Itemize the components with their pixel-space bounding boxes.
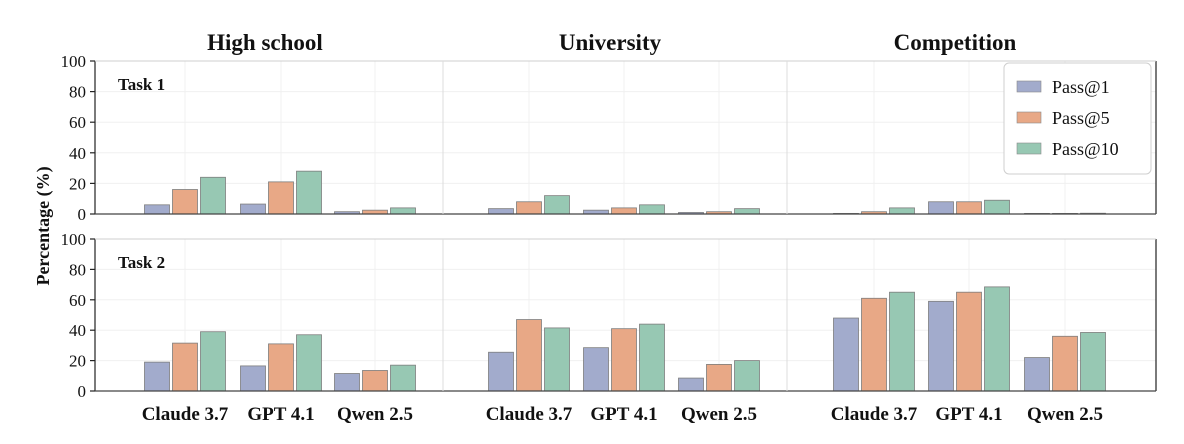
bar: [1080, 332, 1106, 392]
x-tick-label: Claude 3.7: [831, 404, 918, 425]
x-tick-label: GPT 4.1: [247, 404, 314, 425]
bar: [678, 377, 704, 392]
y-tick-label: 40: [69, 321, 86, 340]
task-label: Task 1: [118, 75, 165, 94]
task-label: Task 2: [118, 253, 165, 272]
bar: [734, 208, 760, 215]
bar: [956, 201, 982, 215]
bar: [516, 319, 542, 392]
bar: [706, 363, 732, 392]
bar: [639, 323, 665, 392]
y-tick-label: 20: [69, 174, 86, 193]
x-tick-label: Claude 3.7: [486, 404, 573, 425]
bar: [984, 286, 1010, 392]
bar: [639, 204, 665, 215]
bar: [144, 361, 170, 392]
axes-frames: [90, 60, 1157, 392]
bar: [956, 291, 982, 392]
x-tick-label: GPT 4.1: [590, 404, 657, 425]
bar: [240, 365, 266, 392]
legend-swatch: [1016, 111, 1042, 124]
bar: [362, 370, 388, 392]
bar: [833, 317, 859, 392]
bar: [611, 207, 637, 215]
legend-label: Pass@10: [1052, 139, 1119, 159]
legend-label: Pass@1: [1052, 77, 1110, 97]
bar: [200, 331, 226, 392]
bar: [334, 373, 360, 392]
y-axis-label: Percentage (%): [33, 166, 54, 285]
legend: Pass@1 Pass@5 Pass@10: [1003, 62, 1152, 175]
bar: [240, 203, 266, 215]
y-tick-label: 0: [78, 205, 87, 224]
legend-swatch: [1016, 142, 1042, 155]
bar: [1052, 335, 1078, 392]
bar: [390, 207, 416, 215]
x-tick-label: Qwen 2.5: [337, 404, 413, 425]
y-tick-label: 60: [69, 113, 86, 132]
bar: [488, 351, 514, 392]
bar: [544, 195, 570, 215]
y-tick-label: 40: [69, 144, 86, 163]
bar: [296, 334, 322, 392]
y-tick-label: 0: [78, 382, 87, 401]
bar: [1024, 357, 1050, 392]
bar: [889, 291, 915, 392]
bar: [516, 201, 542, 215]
bar: [390, 364, 416, 392]
y-tick-label: 100: [61, 230, 87, 249]
bar: [172, 189, 198, 215]
panel-title: University: [559, 30, 662, 55]
labels: 0 20 40 60 80 100 Task 1 0 20 40 60 80 100 Task 2 High…: [33, 30, 1103, 425]
bar: [200, 176, 226, 215]
panel-title: High school: [207, 30, 323, 55]
y-tick-label: 100: [61, 52, 87, 71]
bar: [984, 199, 1010, 215]
x-tick-label: Qwen 2.5: [681, 404, 757, 425]
bar: [172, 342, 198, 392]
bar: [861, 297, 887, 392]
bar: [889, 207, 915, 215]
x-tick-label: Qwen 2.5: [1027, 404, 1103, 425]
bar: [611, 328, 637, 392]
bar: [928, 201, 954, 215]
bar: [583, 347, 609, 392]
bars: [144, 170, 1106, 392]
bar: [144, 204, 170, 215]
bar: [488, 208, 514, 215]
bar: [268, 181, 294, 215]
bar: [734, 360, 760, 392]
y-tick-label: 80: [69, 83, 86, 102]
legend-swatch: [1016, 80, 1042, 93]
y-tick-label: 20: [69, 352, 86, 371]
y-tick-label: 80: [69, 260, 86, 279]
bar: [544, 327, 570, 392]
bar: [296, 170, 322, 215]
bar: [268, 343, 294, 392]
x-tick-label: GPT 4.1: [935, 404, 1002, 425]
x-tick-label: Claude 3.7: [142, 404, 229, 425]
legend-label: Pass@5: [1052, 108, 1110, 128]
y-tick-label: 60: [69, 291, 86, 310]
bar: [928, 300, 954, 392]
panel-title: Competition: [894, 30, 1017, 55]
